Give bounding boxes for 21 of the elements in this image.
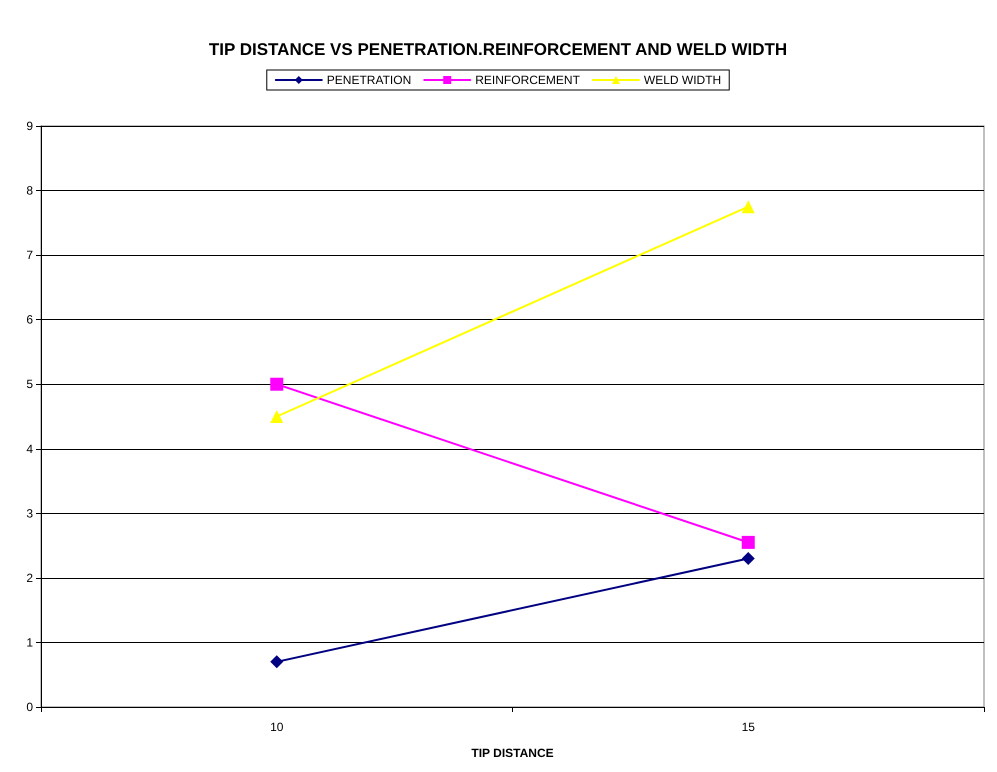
point bbox=[270, 655, 284, 668]
x-tick-label: 10 bbox=[270, 720, 284, 734]
point bbox=[270, 378, 284, 391]
y-tick-label: 7 bbox=[26, 248, 34, 262]
y-tick-label: 4 bbox=[26, 442, 34, 456]
y-tick-label: 8 bbox=[26, 184, 34, 198]
y-tick-label: 2 bbox=[26, 570, 34, 585]
y-tick-label: 3 bbox=[26, 506, 34, 520]
y-tick-label: 9 bbox=[26, 119, 34, 133]
legend-label: PENETRATION bbox=[326, 73, 412, 87]
point bbox=[742, 536, 755, 549]
point bbox=[742, 552, 755, 566]
legend-label: WELD WIDTH bbox=[644, 73, 722, 87]
x-axis-title: TIP DISTANCE bbox=[471, 746, 554, 760]
chart-title: TIP DISTANCE VS PENETRATION.REINFORCEMENT AND WELD WIDTH bbox=[208, 40, 788, 59]
legend-label: REINFORCEMENT bbox=[475, 73, 581, 87]
x-tick-label: 15 bbox=[742, 720, 756, 734]
y-tick-label: 5 bbox=[26, 377, 34, 392]
y-tick-label: 6 bbox=[26, 312, 34, 327]
y-tick-label: 1 bbox=[26, 635, 34, 650]
y-tick-label: 0 bbox=[26, 700, 34, 714]
